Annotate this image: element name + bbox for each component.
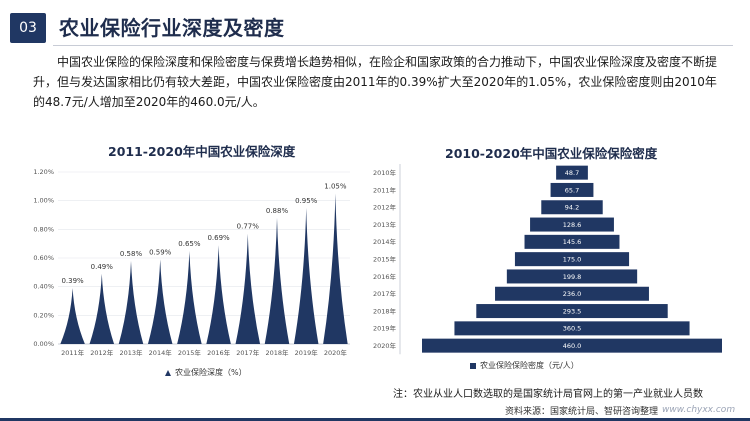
density-value-label: 48.7: [565, 169, 579, 177]
density-bar: [506, 269, 638, 284]
density-bar: [530, 217, 614, 232]
density-y-tick: 2018年: [373, 306, 397, 315]
depth-y-tick: 1.00%: [33, 197, 54, 205]
density-y-tick: 2015年: [373, 254, 397, 263]
depth-x-tick: 2018年: [265, 348, 289, 357]
density-value-label: 293.5: [563, 307, 582, 315]
depth-spike: [60, 288, 85, 344]
density-y-tick: 2020年: [373, 341, 397, 350]
legend-square-icon: [470, 362, 476, 369]
density-pyramid-chart: 2010年 48.7 2011年 65.7 2012年 94.2 2013年 128.6 201…: [373, 164, 722, 355]
density-bar: [476, 304, 668, 319]
depth-y-tick: 0.60%: [33, 254, 54, 262]
depth-x-tick: 2012年: [90, 348, 114, 357]
density-y-tick: 2012年: [373, 203, 397, 212]
density-value-label: 175.0: [563, 255, 582, 263]
depth-spike: [118, 260, 144, 344]
depth-spike: [89, 273, 115, 344]
section-number-badge: 03: [10, 13, 46, 43]
depth-value-label: 0.59%: [149, 248, 172, 256]
depth-x-tick: 2020年: [324, 348, 348, 357]
density-y-tick: 2014年: [373, 237, 397, 246]
density-bar: [541, 200, 603, 215]
density-legend-label: 农业保险保险密度（元/人）: [480, 361, 579, 370]
density-value-label: 360.5: [563, 325, 582, 333]
density-bar: [556, 165, 588, 180]
depth-x-tick: 2014年: [149, 348, 173, 357]
density-chart-legend: 农业保险保险密度（元/人）: [470, 360, 579, 371]
depth-spike: [323, 193, 348, 344]
page-title: 农业保险行业深度及密度: [59, 16, 285, 40]
density-value-label: 199.8: [563, 273, 582, 281]
depth-value-label: 0.88%: [266, 207, 289, 215]
depth-value-label: 0.65%: [178, 240, 201, 248]
density-value-label: 94.2: [565, 204, 579, 212]
density-y-tick: 2013年: [373, 220, 397, 229]
depth-spike: [235, 233, 261, 344]
bottom-bar: [0, 418, 750, 421]
density-bar: [422, 338, 722, 353]
depth-area-chart: 0.00% 0.20% 0.40% 0.60% 0.80% 1.00% 1.20% 0.39%…: [33, 168, 350, 357]
depth-value-label: 0.77%: [237, 223, 260, 231]
depth-x-tick: 2016年: [207, 348, 231, 357]
depth-value-label: 0.95%: [295, 197, 318, 205]
depth-y-tick: 0.40%: [33, 283, 54, 291]
depth-spike: [206, 245, 231, 344]
density-bar: [495, 286, 649, 301]
source-text: 资料来源：国家统计局、智研咨询整理: [505, 407, 659, 417]
density-bar: [514, 252, 630, 267]
density-bar: [550, 182, 594, 197]
density-y-tick: 2016年: [373, 272, 397, 281]
depth-x-tick: 2019年: [295, 348, 319, 357]
legend-triangle-icon: [165, 369, 171, 376]
density-y-tick: 2011年: [373, 185, 397, 194]
depth-x-tick: 2015年: [178, 348, 202, 357]
density-bar: [524, 234, 620, 249]
density-y-tick: 2017年: [373, 289, 397, 298]
depth-spike: [177, 250, 202, 344]
depth-chart-legend: 农业保险深度（%）: [165, 367, 247, 378]
depth-spike: [147, 259, 173, 344]
intro-paragraph: 中国农业保险的保险深度和保险密度与保费增长趋势相似，在险企和国家政策的合力推动下…: [33, 55, 718, 109]
depth-spike: [264, 217, 290, 344]
title-divider: [53, 45, 733, 46]
depth-value-label: 0.49%: [91, 263, 114, 271]
density-chart-title: 2010-2020年中国农业保险保险密度: [445, 146, 658, 161]
depth-value-label: 0.69%: [207, 234, 230, 242]
depth-legend-label: 农业保险深度（%）: [175, 368, 247, 377]
depth-y-tick: 0.80%: [33, 225, 54, 233]
depth-value-label: 1.05%: [324, 183, 347, 191]
depth-y-tick: 0.00%: [33, 340, 54, 348]
website-watermark: www.chyxx.com: [662, 405, 736, 415]
footnote: 注：农业从业人口数选取的是国家统计局官网上的第一产业就业人员数: [393, 389, 703, 400]
depth-value-label: 0.58%: [120, 250, 143, 258]
depth-y-tick: 1.20%: [33, 168, 54, 176]
density-value-label: 236.0: [563, 290, 582, 298]
density-y-tick: 2019年: [373, 324, 397, 333]
depth-y-tick: 0.20%: [33, 311, 54, 319]
density-value-label: 128.6: [563, 221, 582, 229]
depth-spike: [293, 207, 319, 344]
depth-chart-title: 2011-2020年中国农业保险深度: [108, 144, 296, 159]
depth-x-tick: 2017年: [236, 348, 260, 357]
density-value-label: 65.7: [565, 186, 579, 194]
density-value-label: 145.6: [563, 238, 582, 246]
density-bar: [454, 321, 690, 336]
depth-x-tick: 2011年: [61, 348, 85, 357]
density-value-label: 460.0: [563, 342, 582, 350]
depth-value-label: 0.39%: [61, 277, 84, 285]
depth-x-tick: 2013年: [119, 348, 143, 357]
density-y-tick: 2010年: [373, 168, 397, 177]
